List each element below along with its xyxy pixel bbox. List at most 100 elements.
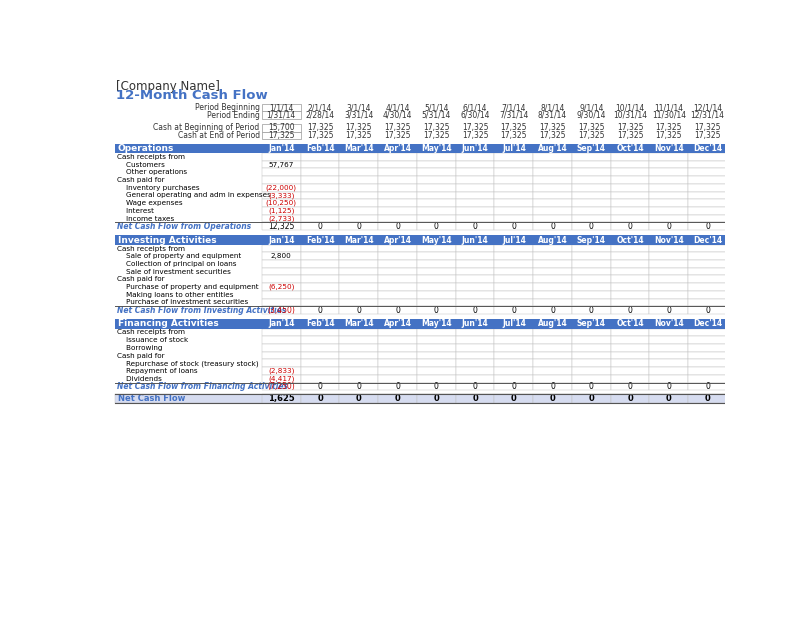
Bar <box>611 344 650 351</box>
Text: Cash receipts from: Cash receipts from <box>117 330 185 335</box>
Text: Cash receipts from: Cash receipts from <box>117 245 185 252</box>
Bar <box>572 383 611 390</box>
Bar <box>572 252 611 260</box>
Bar <box>455 283 494 291</box>
Bar <box>455 291 494 299</box>
Text: Net Cash Flow from Investing Activities: Net Cash Flow from Investing Activities <box>117 306 286 315</box>
Text: Inventory purchases: Inventory purchases <box>117 184 200 191</box>
Text: (2,833): (2,833) <box>268 368 294 374</box>
Bar <box>688 329 727 337</box>
Text: Dec'14: Dec'14 <box>693 144 722 153</box>
Bar <box>455 153 494 161</box>
Bar <box>262 260 301 268</box>
Text: 8/31/14: 8/31/14 <box>538 111 567 120</box>
Text: (3,450): (3,450) <box>268 306 295 315</box>
Text: Jun'14: Jun'14 <box>462 235 488 245</box>
Bar <box>262 176 301 184</box>
Bar <box>650 344 688 351</box>
Bar <box>339 276 378 283</box>
Bar <box>688 252 727 260</box>
Bar <box>339 351 378 360</box>
Bar <box>301 367 339 375</box>
Text: Purchase of property and equipment: Purchase of property and equipment <box>117 284 259 290</box>
Text: Oct'14: Oct'14 <box>617 319 644 329</box>
Text: May'14: May'14 <box>421 235 451 245</box>
Bar <box>534 283 572 291</box>
Text: Jun'14: Jun'14 <box>462 144 488 153</box>
Text: [Company Name]: [Company Name] <box>116 80 220 93</box>
Bar <box>378 367 417 375</box>
Bar <box>378 394 417 403</box>
Bar <box>572 344 611 351</box>
Bar <box>650 291 688 299</box>
Bar <box>301 168 339 176</box>
Bar <box>378 337 417 344</box>
Text: Cash receipts from: Cash receipts from <box>117 154 185 160</box>
Bar <box>301 184 339 191</box>
Bar <box>688 260 727 268</box>
Text: Aug'14: Aug'14 <box>538 144 567 153</box>
Bar <box>417 306 455 314</box>
Bar <box>301 215 339 222</box>
Bar <box>417 153 455 161</box>
Bar <box>378 199 417 207</box>
Bar <box>650 375 688 383</box>
Bar <box>572 351 611 360</box>
Text: Dividends: Dividends <box>117 376 162 382</box>
Bar <box>611 191 650 199</box>
Text: 2,800: 2,800 <box>271 253 292 259</box>
Bar <box>339 222 378 230</box>
Text: (2,733): (2,733) <box>268 215 294 222</box>
Bar <box>262 207 301 215</box>
Bar <box>378 191 417 199</box>
Text: Other operations: Other operations <box>117 170 187 175</box>
Text: (22,000): (22,000) <box>266 184 297 191</box>
Bar <box>417 161 455 168</box>
Bar <box>262 161 301 168</box>
Bar <box>262 245 301 252</box>
Bar <box>611 394 650 403</box>
Bar <box>572 161 611 168</box>
Bar <box>378 222 417 230</box>
Text: 0: 0 <box>434 382 438 391</box>
Bar <box>650 383 688 390</box>
Bar <box>494 184 534 191</box>
Text: 17,325: 17,325 <box>617 131 643 140</box>
Bar <box>339 260 378 268</box>
Text: Period Beginning: Period Beginning <box>194 103 260 112</box>
Text: 0: 0 <box>472 394 478 403</box>
Text: 3/1/14: 3/1/14 <box>347 103 371 112</box>
Bar <box>455 222 494 230</box>
Bar <box>688 306 727 314</box>
Bar <box>301 199 339 207</box>
Text: Collection of principal on loans: Collection of principal on loans <box>117 261 236 267</box>
Text: 0: 0 <box>511 382 517 391</box>
Text: 11/1/14: 11/1/14 <box>654 103 683 112</box>
Text: 17,325: 17,325 <box>694 131 721 140</box>
Bar <box>650 184 688 191</box>
Bar <box>339 383 378 390</box>
Text: 7/1/14: 7/1/14 <box>501 103 526 112</box>
Text: Issuance of stock: Issuance of stock <box>117 337 189 343</box>
Bar <box>650 222 688 230</box>
Bar <box>455 207 494 215</box>
Bar <box>611 329 650 337</box>
Bar <box>494 245 534 252</box>
Bar <box>262 299 301 306</box>
Bar <box>262 184 301 191</box>
Bar <box>417 168 455 176</box>
Bar <box>494 215 534 222</box>
Bar <box>417 184 455 191</box>
Bar <box>455 375 494 383</box>
Bar <box>114 144 727 153</box>
Bar <box>688 245 727 252</box>
Bar <box>611 291 650 299</box>
Bar <box>455 360 494 367</box>
Text: 12,325: 12,325 <box>268 222 294 231</box>
Bar <box>688 184 727 191</box>
Bar <box>417 260 455 268</box>
Bar <box>611 245 650 252</box>
Bar <box>534 299 572 306</box>
Bar <box>301 153 339 161</box>
Text: Apr'14: Apr'14 <box>384 319 412 329</box>
